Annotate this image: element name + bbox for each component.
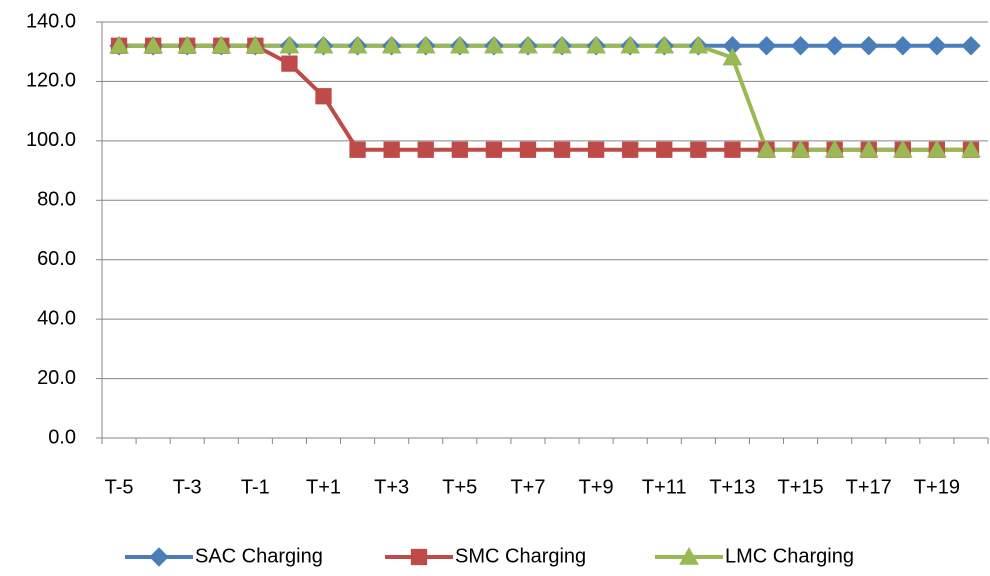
data-point: [553, 141, 571, 158]
data-point: [859, 36, 879, 56]
y-tick-label: 40.0: [37, 307, 76, 329]
data-point: [893, 36, 913, 56]
data-point: [961, 36, 981, 56]
data-point: [415, 35, 436, 54]
data-point: [485, 141, 503, 158]
data-point: [622, 141, 639, 158]
x-tick-label: T+5: [442, 476, 477, 498]
x-tick-label: T+1: [306, 476, 341, 498]
data-point: [245, 35, 266, 54]
x-tick-label: T+11: [642, 476, 687, 498]
data-point: [756, 36, 777, 56]
legend-marker: [679, 546, 699, 565]
x-tick-label: T+19: [914, 476, 960, 498]
data-point: [587, 141, 605, 158]
data-point: [756, 139, 777, 158]
data-point: [724, 141, 741, 158]
x-tick-label: T+7: [510, 476, 545, 498]
data-point: [790, 36, 811, 56]
legend-label: SMC Charging: [455, 545, 586, 567]
data-point: [383, 141, 400, 158]
data-point: [656, 141, 673, 158]
y-tick-label: 100.0: [26, 129, 76, 151]
data-point: [449, 35, 470, 54]
legend-marker: [410, 548, 428, 566]
x-tick-label: T-5: [105, 476, 134, 498]
data-point: [313, 35, 334, 54]
data-point: [177, 35, 198, 54]
data-point: [109, 35, 129, 54]
data-point: [518, 35, 538, 54]
data-point: [281, 55, 298, 72]
data-point: [586, 35, 606, 54]
data-point: [552, 35, 572, 54]
data-point: [824, 139, 845, 158]
data-point: [688, 35, 709, 54]
data-point: [927, 36, 947, 56]
data-point: [519, 141, 537, 158]
data-point: [892, 139, 913, 158]
x-tick-label: T+13: [709, 476, 755, 498]
y-tick-label: 120.0: [26, 70, 76, 92]
data-point: [620, 35, 641, 54]
data-point: [484, 35, 504, 54]
data-point: [858, 139, 879, 158]
x-tick-label: T+3: [374, 476, 409, 498]
data-point: [417, 141, 434, 158]
y-tick-label: 60.0: [37, 248, 76, 270]
data-point: [381, 35, 402, 54]
series-line: [119, 43, 971, 152]
legend-label: LMC Charging: [725, 545, 854, 567]
data-point: [347, 35, 368, 54]
data-point: [722, 47, 743, 66]
data-point: [961, 139, 981, 158]
data-point: [279, 35, 300, 54]
data-point: [211, 35, 232, 54]
x-tick-label: T-1: [241, 476, 270, 498]
y-tick-label: 80.0: [37, 189, 76, 211]
data-point: [824, 36, 845, 56]
data-point: [690, 141, 707, 158]
data-point: [654, 35, 675, 54]
series-line: [119, 43, 971, 152]
y-tick-label: 20.0: [37, 367, 76, 389]
data-point: [451, 141, 468, 158]
legend-marker: [149, 547, 169, 567]
data-point: [927, 139, 947, 158]
data-point: [315, 88, 332, 105]
x-tick-label: T+9: [579, 476, 614, 498]
data-point: [143, 35, 163, 54]
x-tick-label: T-3: [173, 476, 202, 498]
x-tick-label: T+15: [777, 476, 823, 498]
legend-label: SAC Charging: [195, 545, 323, 567]
y-tick-label: 0.0: [48, 426, 76, 448]
data-point: [349, 141, 366, 158]
y-tick-label: 140.0: [26, 10, 76, 32]
x-tick-label: T+17: [846, 476, 892, 498]
data-point: [790, 139, 811, 158]
